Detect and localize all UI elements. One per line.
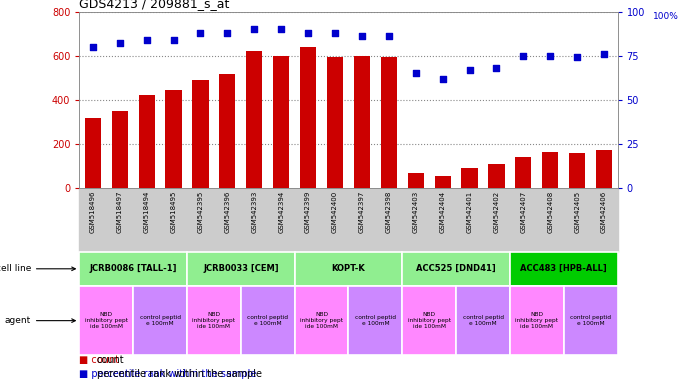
Bar	[596, 149, 612, 188]
Point	[545, 53, 556, 59]
Text: control peptid
e 100mM: control peptid e 100mM	[355, 315, 396, 326]
Point	[222, 30, 233, 36]
Text: percentile rank within the sample: percentile rank within the sample	[97, 369, 262, 379]
Text: ■ count: ■ count	[79, 354, 119, 364]
Point	[330, 30, 341, 36]
Bar	[300, 47, 316, 188]
Bar	[79, 286, 133, 355]
Point	[572, 55, 583, 61]
Point	[87, 44, 99, 50]
Bar	[187, 252, 295, 286]
Bar	[456, 286, 510, 355]
Point	[411, 70, 422, 76]
Bar	[510, 286, 564, 355]
Text: count: count	[97, 354, 124, 364]
Text: control peptid
e 100mM: control peptid e 100mM	[247, 315, 288, 326]
Text: NBD
inhibitory pept
ide 100mM: NBD inhibitory pept ide 100mM	[408, 312, 451, 329]
Bar	[402, 286, 456, 355]
Bar	[327, 57, 343, 188]
Bar	[193, 80, 208, 188]
Text: cell line: cell line	[0, 264, 75, 273]
Text: NBD
inhibitory pept
ide 100mM: NBD inhibitory pept ide 100mM	[85, 312, 128, 329]
Text: JCRB0033 [CEM]: JCRB0033 [CEM]	[203, 264, 279, 273]
Text: control peptid
e 100mM: control peptid e 100mM	[462, 315, 504, 326]
Text: 100%: 100%	[653, 12, 678, 20]
Bar	[112, 111, 128, 188]
Point	[518, 53, 529, 59]
Bar	[85, 118, 101, 188]
Text: NBD
inhibitory pept
ide 100mM: NBD inhibitory pept ide 100mM	[193, 312, 235, 329]
Point	[249, 26, 260, 32]
Point	[303, 30, 314, 36]
Bar	[241, 286, 295, 355]
Text: ACC483 [HPB-ALL]: ACC483 [HPB-ALL]	[520, 264, 607, 273]
Text: KOPT-K: KOPT-K	[332, 264, 365, 273]
Bar	[187, 286, 241, 355]
Point	[168, 37, 179, 43]
Bar	[489, 164, 504, 188]
Bar	[542, 152, 558, 188]
Bar	[354, 56, 370, 188]
Bar	[219, 74, 235, 188]
Point	[599, 51, 610, 57]
Bar	[139, 95, 155, 188]
Point	[141, 37, 152, 43]
Point	[464, 67, 475, 73]
Text: NBD
inhibitory pept
ide 100mM: NBD inhibitory pept ide 100mM	[515, 312, 558, 329]
Bar	[564, 286, 618, 355]
Text: NBD
inhibitory pept
ide 100mM: NBD inhibitory pept ide 100mM	[300, 312, 343, 329]
Point	[276, 26, 287, 32]
Text: JCRB0086 [TALL-1]: JCRB0086 [TALL-1]	[90, 264, 177, 273]
Bar	[133, 286, 187, 355]
Bar	[569, 153, 585, 188]
Bar	[381, 57, 397, 188]
Bar	[295, 286, 348, 355]
Bar	[435, 176, 451, 188]
Bar	[79, 252, 187, 286]
Bar	[510, 252, 618, 286]
Point	[195, 30, 206, 36]
Bar	[166, 90, 181, 188]
Bar	[273, 56, 289, 188]
Bar	[408, 173, 424, 188]
Point	[384, 33, 395, 39]
Bar	[402, 252, 510, 286]
Text: control peptid
e 100mM: control peptid e 100mM	[570, 315, 611, 326]
Text: ■ percentile rank within the sample: ■ percentile rank within the sample	[79, 369, 257, 379]
Point	[115, 40, 126, 46]
Point	[357, 33, 368, 39]
Bar	[246, 51, 262, 188]
Point	[491, 65, 502, 71]
Text: ACC525 [DND41]: ACC525 [DND41]	[416, 264, 496, 273]
Text: control peptid
e 100mM: control peptid e 100mM	[139, 315, 181, 326]
Text: GDS4213 / 209881_s_at: GDS4213 / 209881_s_at	[79, 0, 230, 10]
Point	[437, 76, 448, 82]
Bar	[462, 168, 477, 188]
Bar	[348, 286, 402, 355]
Bar	[295, 252, 402, 286]
Text: agent: agent	[5, 316, 75, 325]
Bar	[515, 157, 531, 188]
